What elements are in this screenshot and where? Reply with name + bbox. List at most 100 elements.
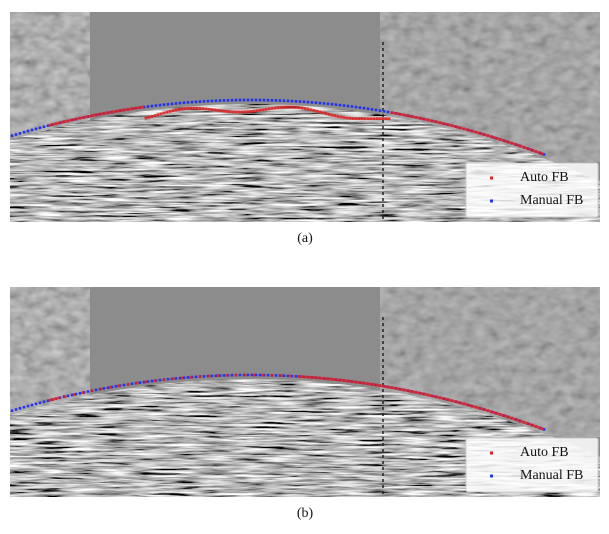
auto-pick — [462, 127, 466, 131]
auto-pick — [261, 108, 265, 112]
manual-pick — [370, 108, 374, 111]
manual-pick — [158, 103, 162, 107]
auto-pick — [483, 408, 487, 412]
auto-pick — [225, 373, 229, 377]
auto-pick — [198, 107, 202, 110]
auto-pick — [279, 106, 283, 109]
auto-pick — [348, 116, 352, 120]
manual-pick — [274, 374, 278, 377]
auto-pick — [399, 112, 403, 116]
auto-pick — [393, 386, 397, 390]
auto-pick — [168, 109, 172, 113]
manual-pick — [138, 381, 142, 384]
auto-pick — [402, 388, 406, 392]
manual-pick — [14, 408, 18, 411]
auto-pick — [93, 113, 97, 117]
auto-pick — [90, 114, 94, 118]
auto-pick — [459, 126, 463, 130]
auto-pick — [204, 107, 208, 111]
auto-pick — [384, 117, 388, 121]
manual-pick — [174, 377, 178, 380]
auto-pick — [453, 400, 457, 403]
manual-pick — [218, 374, 222, 377]
auto-pick — [483, 133, 487, 137]
manual-pick — [202, 100, 206, 103]
manual-pick — [310, 101, 314, 104]
auto-pick — [513, 417, 517, 421]
auto-pick — [366, 117, 370, 121]
auto-pick — [60, 120, 64, 124]
auto-pick — [327, 377, 331, 381]
auto-pick — [408, 114, 412, 118]
auto-pick — [363, 381, 367, 385]
auto-pick — [504, 414, 508, 418]
auto-pick — [459, 401, 463, 405]
auto-pick — [99, 387, 103, 391]
manual-pick — [10, 134, 14, 137]
manual-pick — [182, 101, 186, 105]
manual-pick — [282, 374, 286, 378]
legend-marker — [490, 199, 493, 203]
auto-pick — [81, 391, 85, 394]
manual-pick — [150, 379, 154, 383]
panel: Auto FB Manual FB (b) — [10, 287, 600, 521]
auto-pick — [345, 116, 349, 120]
manual-pick — [198, 100, 202, 103]
auto-pick — [342, 116, 346, 119]
auto-pick — [372, 117, 376, 121]
auto-pick — [165, 110, 169, 114]
auto-pick — [309, 108, 313, 112]
manual-pick — [190, 100, 194, 104]
auto-pick — [378, 117, 382, 120]
auto-pick — [366, 382, 370, 386]
auto-pick — [297, 106, 301, 110]
auto-pick — [270, 373, 274, 377]
manual-pick — [302, 100, 306, 104]
auto-pick — [339, 115, 343, 119]
manual-pick — [242, 98, 246, 102]
auto-pick — [351, 380, 355, 384]
auto-pick — [378, 384, 382, 388]
auto-pick — [354, 117, 358, 121]
auto-pick — [516, 143, 520, 147]
manual-pick — [30, 403, 34, 407]
auto-pick — [501, 138, 505, 142]
manual-pick — [146, 105, 150, 108]
auto-pick — [276, 106, 280, 110]
auto-pick — [252, 373, 256, 377]
auto-pick — [234, 373, 238, 377]
auto-pick — [180, 376, 184, 380]
auto-pick — [132, 107, 136, 110]
manual-pick — [26, 129, 30, 133]
auto-pick — [234, 110, 238, 114]
auto-pick — [534, 150, 538, 153]
auto-pick — [390, 111, 394, 115]
auto-pick — [372, 383, 376, 387]
manual-pick — [66, 394, 70, 398]
auto-pick — [468, 129, 472, 132]
auto-pick — [441, 122, 445, 125]
auto-pick — [474, 405, 478, 409]
auto-pick — [540, 427, 544, 431]
manual-pick — [166, 377, 170, 381]
manual-pick — [294, 375, 298, 378]
manual-pick — [250, 373, 254, 377]
auto-pick — [291, 105, 295, 109]
auto-pick — [396, 112, 400, 116]
auto-pick — [468, 404, 472, 407]
manual-pick — [218, 99, 222, 102]
auto-pick — [351, 117, 355, 120]
auto-pick — [381, 384, 385, 388]
auto-pick — [213, 108, 217, 112]
manual-pick — [254, 373, 258, 377]
auto-pick — [126, 107, 130, 111]
auto-pick — [537, 151, 541, 155]
manual-pick — [30, 128, 34, 132]
manual-pick — [386, 110, 390, 114]
manual-pick — [94, 388, 98, 392]
manual-pick — [150, 104, 154, 108]
legend-box — [465, 162, 599, 218]
auto-pick — [288, 105, 292, 109]
manual-pick — [22, 405, 26, 409]
